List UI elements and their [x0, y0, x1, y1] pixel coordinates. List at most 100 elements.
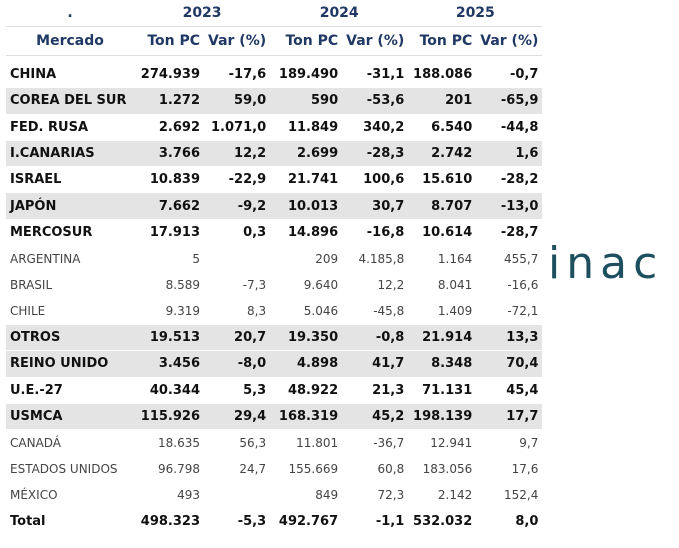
cell: 8,3 — [204, 298, 271, 325]
year-header: 2023 — [182, 5, 222, 21]
cell: 14.896 — [270, 219, 343, 247]
cell: 48.922 — [270, 377, 343, 404]
cell: 8.348 — [408, 350, 477, 378]
cell: 340,2 — [342, 114, 409, 141]
cell: 1.272 — [134, 87, 204, 115]
cell: 40.344 — [134, 377, 204, 404]
table-row: CHILE 9.319 8,3 5.046 -45,8 1.409 -72,1 — [6, 298, 543, 325]
cell: 59,0 — [204, 87, 271, 115]
cell: -9,2 — [204, 192, 271, 220]
row-label: OTROS — [6, 324, 134, 352]
row-label: FED. RUSA — [6, 114, 134, 141]
cell: 29,4 — [204, 403, 271, 431]
cell: 71.131 — [408, 377, 477, 404]
cell: -8,0 — [204, 350, 271, 378]
table-row: MÉXICO 493 849 72,3 2.142 152,4 — [6, 482, 543, 510]
cell: 17,6 — [476, 455, 543, 483]
cell: 532.032 — [408, 508, 477, 536]
cell: 20,7 — [204, 324, 271, 352]
row-label: CANADÁ — [6, 429, 134, 457]
cell — [204, 482, 271, 510]
cell: 849 — [270, 482, 343, 510]
cell: 5 — [134, 245, 204, 273]
cell: -28,7 — [476, 219, 543, 247]
cell: 11.801 — [270, 429, 343, 457]
cell: -44,8 — [476, 114, 543, 141]
cell: 9.640 — [270, 271, 343, 299]
cell: 9,7 — [476, 429, 543, 457]
cell: 168.319 — [270, 403, 343, 431]
cell: -31,1 — [342, 62, 409, 89]
cell: -72,1 — [476, 298, 543, 325]
table-row: BRASIL 8.589 -7,3 9.640 12,2 8.041 -16,6 — [6, 271, 543, 299]
table-row: COREA DEL SUR 1.272 59,0 590 -53,6 201 -65,9 — [6, 87, 543, 115]
cell: -13,0 — [476, 192, 543, 220]
table-row: JAPÓN 7.662 -9,2 10.013 30,7 8.707 -13,0 — [6, 192, 543, 220]
cell: -53,6 — [342, 87, 409, 115]
cell: 11.849 — [270, 114, 343, 141]
cell: 30,7 — [342, 192, 409, 220]
data-table: . 2023 2024 2025 Mercado Ton PC Var (%) Ton PC… — [6, 0, 543, 536]
cell: 72,3 — [342, 482, 409, 510]
cell: 8.707 — [408, 192, 477, 220]
table-row: USMCA 115.926 29,4 168.319 45,2 198.139 17,7 — [6, 403, 543, 431]
cell: 17,7 — [476, 403, 543, 431]
cell: -7,3 — [204, 271, 271, 299]
cell: -22,9 — [204, 166, 271, 194]
cell: 198.139 — [408, 403, 477, 431]
cell: 8.589 — [134, 271, 204, 299]
cell: -17,6 — [204, 62, 271, 89]
table-row: CHINA 274.939 -17,6 189.490 -31,1 188.086 -0,7 — [6, 62, 543, 89]
cell: 4.185,8 — [342, 245, 409, 273]
row-label: ARGENTINA — [6, 245, 134, 273]
cell: 7.662 — [134, 192, 204, 220]
cell: 17.913 — [134, 219, 204, 247]
cell: 4.898 — [270, 350, 343, 378]
cell: 2.142 — [408, 482, 477, 510]
cell: 498.323 — [134, 508, 204, 536]
cell: 9.319 — [134, 298, 204, 325]
cell: 45,2 — [342, 403, 409, 431]
cell: 5,3 — [204, 377, 271, 404]
table-row: OTROS 19.513 20,7 19.350 -0,8 21.914 13,3 — [6, 324, 543, 352]
cell: 590 — [270, 87, 343, 115]
cell: 209 — [270, 245, 343, 273]
table-row: ESTADOS UNIDOS 96.798 24,7 155.669 60,8 183.0… — [6, 455, 543, 483]
cell: 201 — [408, 87, 477, 115]
cell: 2.692 — [134, 114, 204, 141]
cell: 19.513 — [134, 324, 204, 352]
cell: 10.839 — [134, 166, 204, 194]
year-header: 2025 — [455, 5, 495, 21]
cell: 2.742 — [408, 140, 477, 168]
row-label: I.CANARIAS — [6, 140, 134, 168]
cell: 8,0 — [476, 508, 543, 536]
table-row: I.CANARIAS 3.766 12,2 2.699 -28,3 2.742 1,6 — [6, 140, 543, 168]
cell: 5.046 — [270, 298, 343, 325]
cell: 10.614 — [408, 219, 477, 247]
cell: 1.071,0 — [204, 114, 271, 141]
cell: 60,8 — [342, 455, 409, 483]
column-header: Ton PC — [408, 26, 477, 56]
cell: 455,7 — [476, 245, 543, 273]
cell: 13,3 — [476, 324, 543, 352]
row-label: ESTADOS UNIDOS — [6, 455, 134, 483]
cell: -0,8 — [342, 324, 409, 352]
cell: 12,2 — [342, 271, 409, 299]
table-row: FED. RUSA 2.692 1.071,0 11.849 340,2 6.540 -44… — [6, 114, 543, 141]
cell: 3.456 — [134, 350, 204, 378]
cell: -28,2 — [476, 166, 543, 194]
column-header: Var (%) — [476, 26, 543, 56]
cell: 56,3 — [204, 429, 271, 457]
cell: 21.914 — [408, 324, 477, 352]
cell — [204, 245, 271, 273]
cell: -16,6 — [476, 271, 543, 299]
table-row: ISRAEL 10.839 -22,9 21.741 100,6 15.610 -28,2 — [6, 166, 543, 194]
row-label: JAPÓN — [6, 192, 134, 220]
cell: 8.041 — [408, 271, 477, 299]
cell: 100,6 — [342, 166, 409, 194]
column-header: Ton PC — [134, 26, 204, 56]
row-label: USMCA — [6, 403, 134, 431]
cell: 2.699 — [270, 140, 343, 168]
cell: -36,7 — [342, 429, 409, 457]
